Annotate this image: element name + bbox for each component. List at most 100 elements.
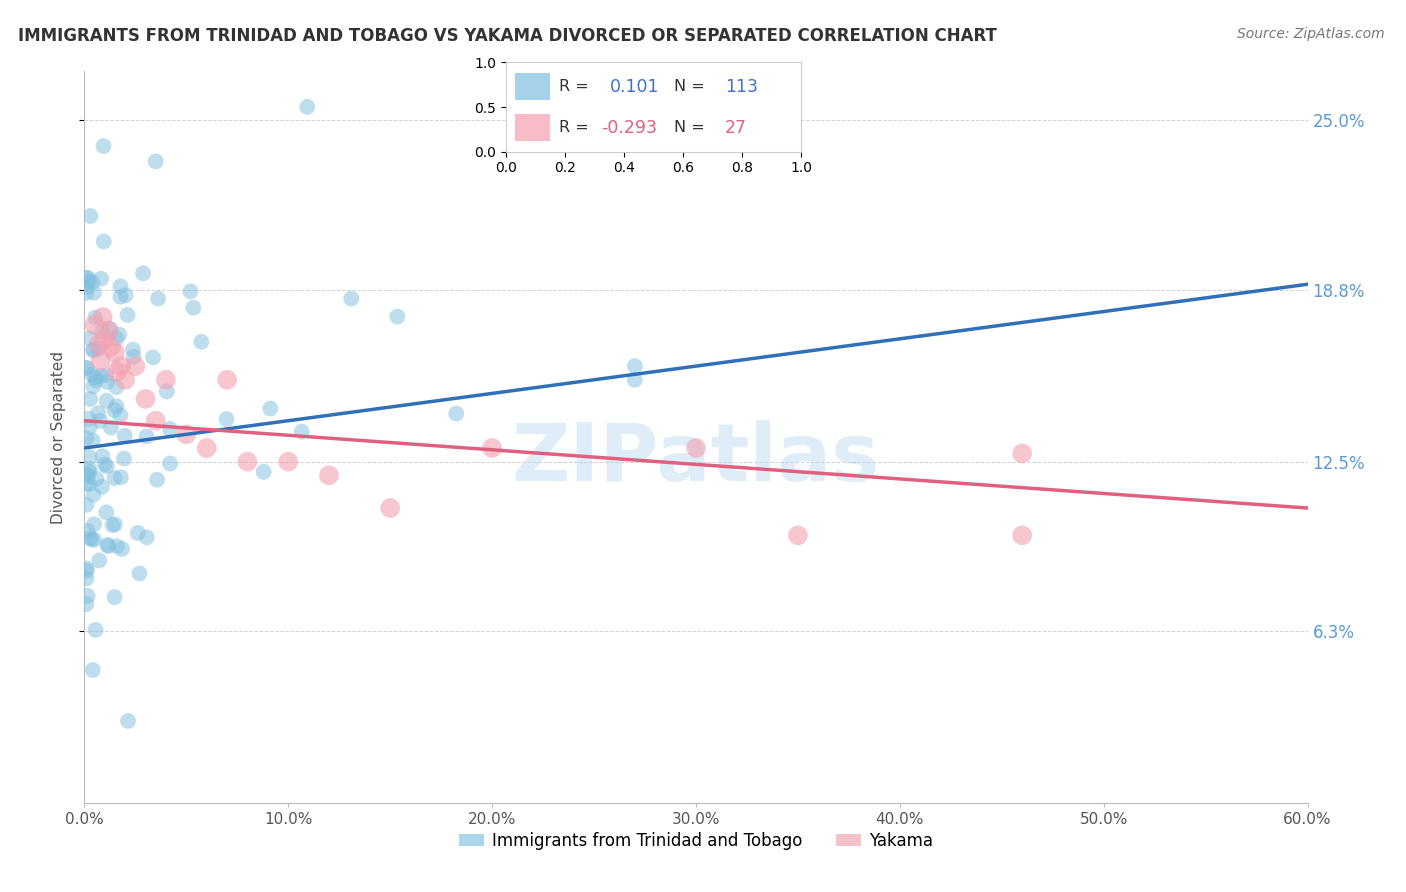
Point xyxy=(79,392,101,406)
Bar xyxy=(515,114,550,141)
Point xyxy=(77,411,100,425)
Point xyxy=(481,441,503,455)
Point xyxy=(277,455,299,469)
Point xyxy=(77,477,100,491)
Point xyxy=(75,467,97,482)
Y-axis label: Divorced or Separated: Divorced or Separated xyxy=(51,351,66,524)
Point xyxy=(217,373,239,387)
Point xyxy=(83,285,105,300)
Point xyxy=(104,517,127,532)
Point xyxy=(91,450,114,464)
Point xyxy=(159,457,181,471)
Point xyxy=(96,375,118,389)
Point xyxy=(90,368,112,383)
Point xyxy=(90,353,112,368)
Point xyxy=(179,285,201,299)
Point xyxy=(96,538,118,552)
Text: Source: ZipAtlas.com: Source: ZipAtlas.com xyxy=(1237,27,1385,41)
Text: 0.101: 0.101 xyxy=(610,78,659,95)
Point xyxy=(110,279,132,293)
Point xyxy=(446,407,468,421)
Point xyxy=(76,589,98,603)
Point xyxy=(86,472,108,486)
Point xyxy=(75,561,97,575)
Bar xyxy=(515,73,550,100)
Point xyxy=(77,469,100,483)
Point xyxy=(105,380,128,394)
Point xyxy=(155,373,177,387)
Point xyxy=(135,530,157,544)
Point xyxy=(96,393,118,408)
Point xyxy=(259,401,281,416)
Point xyxy=(75,597,97,611)
Point xyxy=(96,505,118,519)
Point xyxy=(215,412,238,426)
Point xyxy=(75,361,97,376)
Point xyxy=(105,399,128,413)
Point xyxy=(100,340,122,354)
Point xyxy=(117,308,139,322)
Text: N =: N = xyxy=(675,120,710,135)
Point xyxy=(114,373,136,387)
Point xyxy=(79,450,101,464)
Point xyxy=(105,332,128,346)
Point xyxy=(84,370,107,384)
Point xyxy=(75,432,97,446)
Point xyxy=(1011,528,1033,542)
Point xyxy=(318,468,340,483)
Point xyxy=(91,310,114,324)
Point xyxy=(97,539,120,553)
Point xyxy=(76,360,98,375)
Point xyxy=(105,365,128,379)
Point xyxy=(84,623,107,637)
Point xyxy=(77,461,100,475)
Point xyxy=(75,498,97,512)
Point xyxy=(100,420,122,434)
Point xyxy=(87,342,110,356)
Text: N =: N = xyxy=(675,79,710,94)
Point xyxy=(135,392,157,406)
Point xyxy=(685,441,707,455)
Point xyxy=(108,327,131,342)
Text: 27: 27 xyxy=(724,119,747,136)
Point xyxy=(114,428,136,442)
Point xyxy=(80,533,103,547)
Point xyxy=(183,301,205,315)
Point xyxy=(76,564,98,578)
Point xyxy=(91,325,114,339)
Point xyxy=(145,154,167,169)
Point xyxy=(117,714,139,728)
Point xyxy=(110,470,132,484)
Point xyxy=(87,406,110,420)
Point xyxy=(76,280,98,294)
Point xyxy=(103,471,125,485)
Text: ZIPatlas: ZIPatlas xyxy=(512,420,880,498)
Point xyxy=(174,427,197,442)
Point xyxy=(75,476,97,491)
Point xyxy=(103,403,125,417)
Point xyxy=(112,451,135,466)
Point xyxy=(146,292,169,306)
Point xyxy=(98,322,121,336)
Legend: Immigrants from Trinidad and Tobago, Yakama: Immigrants from Trinidad and Tobago, Yak… xyxy=(453,825,939,856)
Point xyxy=(101,518,124,533)
Point xyxy=(87,337,110,351)
Point xyxy=(195,441,218,455)
Point xyxy=(93,458,115,472)
Point xyxy=(82,488,104,502)
Point xyxy=(90,272,112,286)
Point xyxy=(114,288,136,302)
Point xyxy=(110,359,132,373)
Point xyxy=(1011,446,1033,460)
Point xyxy=(77,275,100,289)
Point xyxy=(145,414,167,428)
Point xyxy=(291,425,314,439)
Point xyxy=(111,541,134,556)
Point xyxy=(122,350,145,364)
Point xyxy=(96,368,118,383)
Point xyxy=(79,332,101,346)
Point xyxy=(82,663,104,677)
Point xyxy=(79,209,101,223)
Point xyxy=(124,359,146,373)
Point xyxy=(128,566,150,581)
